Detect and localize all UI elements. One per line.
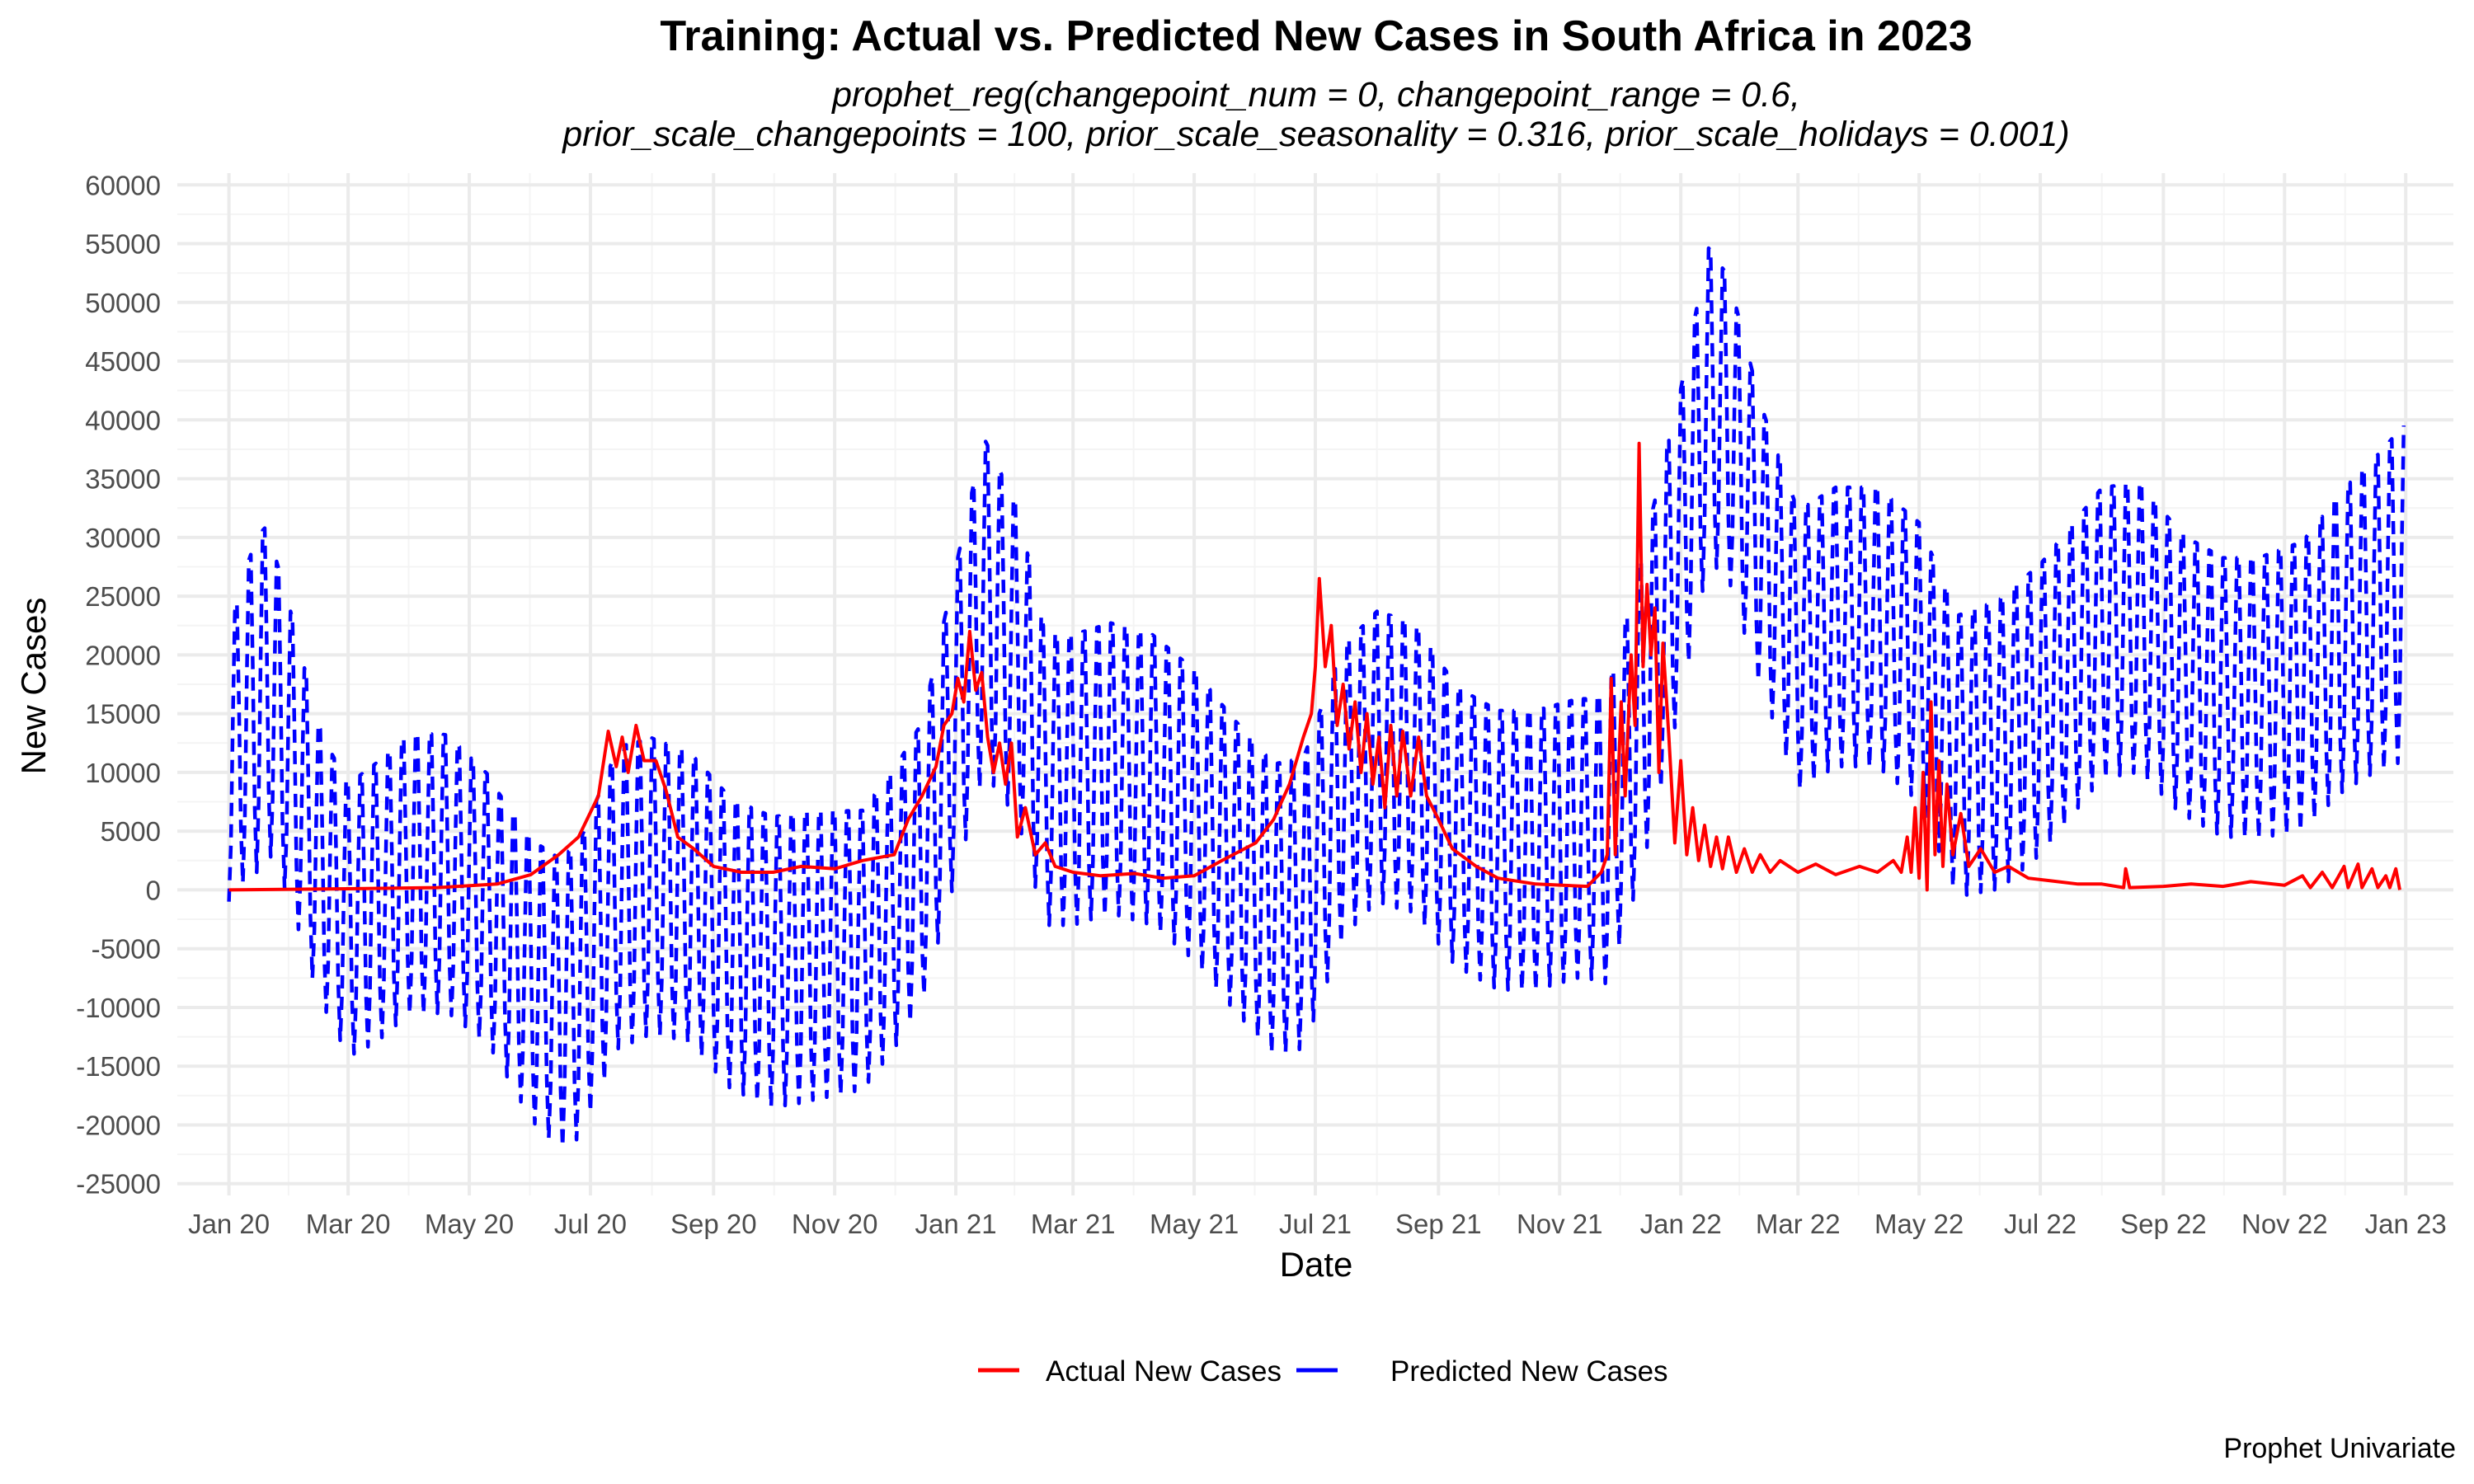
y-tick-label: 0 (146, 875, 161, 905)
chart-title: Training: Actual vs. Predicted New Cases… (660, 12, 1972, 60)
x-tick-label: May 21 (1150, 1209, 1239, 1239)
x-tick-label: Mar 21 (1031, 1209, 1116, 1239)
x-tick-label: Jul 21 (1279, 1209, 1352, 1239)
y-tick-label: 50000 (85, 288, 161, 318)
x-tick-label: Jan 20 (188, 1209, 270, 1239)
y-axis-label: New Cases (14, 598, 53, 775)
y-tick-label: -25000 (76, 1169, 161, 1200)
y-tick-labels: -25000 -20000 -15000 -10000 -5000 0 5000 10000 1… (76, 170, 161, 1199)
x-tick-label: May 20 (425, 1209, 514, 1239)
y-tick-label: 55000 (85, 229, 161, 260)
x-tick-label: Jan 23 (2365, 1209, 2447, 1239)
y-tick-label: 60000 (85, 170, 161, 200)
x-tick-label: Sep 22 (2120, 1209, 2207, 1239)
y-tick-label: 15000 (85, 699, 161, 730)
y-tick-label: -15000 (76, 1051, 161, 1082)
chart-subtitle-line-1: prophet_reg(changepoint_num = 0, changep… (830, 75, 1800, 115)
x-tick-label: May 22 (1874, 1209, 1964, 1239)
y-tick-label: 20000 (85, 640, 161, 670)
y-tick-label: 45000 (85, 346, 161, 377)
chart-caption: Prophet Univariate (2223, 1433, 2456, 1464)
y-tick-label: 35000 (85, 464, 161, 495)
x-tick-label: Nov 20 (792, 1209, 878, 1239)
x-tick-label: Sep 21 (1395, 1209, 1482, 1239)
y-tick-label: 25000 (85, 581, 161, 612)
y-tick-label: 5000 (101, 816, 161, 847)
x-tick-label: Mar 20 (306, 1209, 391, 1239)
x-tick-label: Mar 22 (1756, 1209, 1841, 1239)
y-tick-label: -5000 (92, 934, 161, 965)
x-tick-label: Sep 20 (670, 1209, 757, 1239)
legend-label-actual: Actual New Cases (1046, 1355, 1282, 1388)
y-tick-label: 40000 (85, 405, 161, 435)
x-tick-label: Jul 20 (554, 1209, 627, 1239)
x-tick-label: Jan 21 (915, 1209, 997, 1239)
x-tick-labels: Jan 20 Mar 20 May 20 Jul 20 Sep 20 Nov 20 Jan … (188, 1209, 2447, 1239)
series-lines (227, 246, 2406, 1148)
chart-subtitle-line-2: prior_scale_changepoints = 100, prior_sc… (561, 115, 2069, 154)
y-tick-label: 10000 (85, 758, 161, 788)
y-tick-label: -20000 (76, 1110, 161, 1140)
y-tick-label: -10000 (76, 993, 161, 1023)
x-tick-label: Jan 22 (1640, 1209, 1722, 1239)
x-tick-label: Nov 22 (2241, 1209, 2328, 1239)
series-line-actual (228, 441, 2401, 892)
legend-label-predicted: Predicted New Cases (1390, 1355, 1668, 1388)
legend: Actual New Cases Predicted New Cases (978, 1355, 1668, 1388)
y-tick-label: 30000 (85, 523, 161, 553)
x-axis-label: Date (1280, 1245, 1353, 1284)
x-tick-label: Nov 21 (1517, 1209, 1603, 1239)
x-tick-label: Jul 22 (2004, 1209, 2077, 1239)
series-line-predicted (227, 246, 2406, 1148)
